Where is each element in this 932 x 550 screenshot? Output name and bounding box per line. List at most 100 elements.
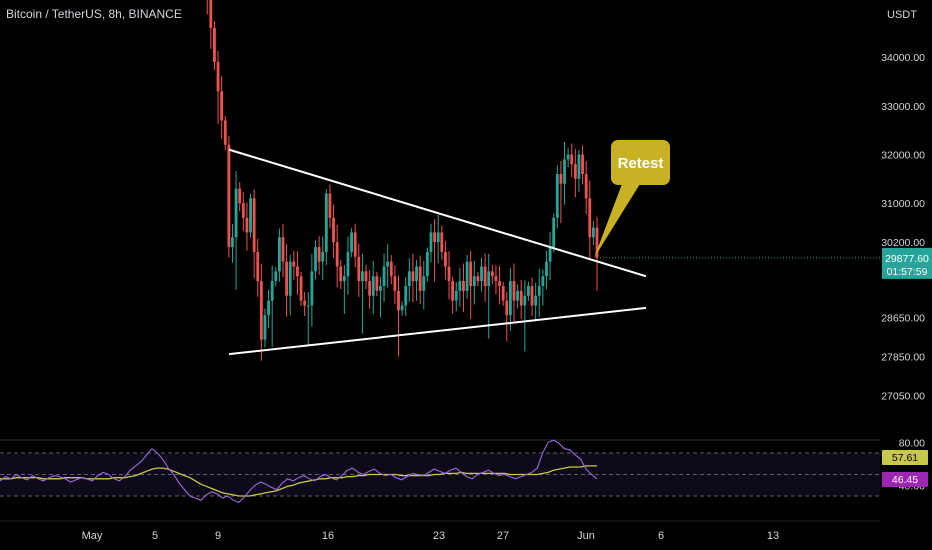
candle-body bbox=[241, 203, 245, 218]
candle-body bbox=[317, 247, 321, 262]
candle-body bbox=[476, 276, 480, 282]
price-tick-label: 33000.00 bbox=[881, 101, 925, 113]
candle-body bbox=[516, 290, 519, 301]
candle-body bbox=[256, 251, 260, 282]
rsi-value-label: 46.45 bbox=[892, 474, 918, 486]
rsi-ma-line bbox=[0, 465, 597, 497]
candle-body bbox=[216, 61, 220, 92]
time-tick-label: May bbox=[82, 530, 103, 542]
candle-body bbox=[548, 247, 552, 262]
price-tick-label: 27050.00 bbox=[881, 391, 925, 403]
candle-body bbox=[259, 281, 263, 340]
trendline-lower[interactable] bbox=[228, 306, 647, 356]
price-tick-label: 28650.00 bbox=[881, 313, 925, 325]
price-tick-label: 27850.00 bbox=[881, 352, 925, 364]
candle-body bbox=[375, 276, 379, 291]
rsi-line bbox=[0, 439, 598, 504]
last-price-badge bbox=[882, 247, 932, 279]
last-price-value: 29877.60 bbox=[885, 253, 929, 265]
candle-body bbox=[527, 285, 530, 296]
candle-body bbox=[433, 232, 436, 243]
candle-body bbox=[382, 266, 386, 286]
time-tick-label: 9 bbox=[215, 530, 221, 542]
candle-body bbox=[422, 276, 426, 291]
candle-body bbox=[501, 285, 505, 301]
candle-body bbox=[220, 91, 224, 121]
candle-body bbox=[418, 266, 422, 291]
candle-body bbox=[545, 261, 548, 277]
time-tick-label: 27 bbox=[497, 530, 509, 542]
candle-body bbox=[523, 295, 527, 306]
candle-body bbox=[458, 281, 462, 291]
retest-callout[interactable]: Retest bbox=[594, 140, 670, 258]
candle-body bbox=[281, 237, 285, 262]
price-tick-label: 32000.00 bbox=[881, 150, 925, 162]
time-axis[interactable]: May 5 9 16 23 27 Jun 6 13 bbox=[82, 530, 780, 542]
candle-body bbox=[364, 271, 368, 282]
candle-body bbox=[342, 276, 346, 282]
candle-body bbox=[321, 251, 325, 262]
price-tick-label: 34000.00 bbox=[881, 52, 925, 64]
candle-body bbox=[555, 173, 559, 218]
time-tick-label: Jun bbox=[577, 530, 595, 542]
candle-body bbox=[584, 173, 588, 199]
candle-body bbox=[285, 261, 289, 296]
candle-body bbox=[231, 237, 234, 248]
candle-body bbox=[577, 154, 581, 179]
candle-body bbox=[328, 193, 332, 218]
candle-body bbox=[559, 173, 563, 184]
candle-body bbox=[386, 261, 390, 267]
candle-body bbox=[462, 281, 465, 291]
candle-body bbox=[234, 188, 238, 238]
trendlines[interactable] bbox=[228, 148, 647, 356]
candle-body bbox=[223, 120, 227, 145]
candle-body bbox=[209, 0, 213, 28]
candle-body bbox=[350, 232, 353, 252]
callout-box[interactable] bbox=[611, 140, 670, 185]
chart-title: Bitcoin / TetherUS, 8h, BINANCE bbox=[6, 7, 182, 21]
candle-body bbox=[306, 305, 310, 307]
candle-body bbox=[494, 276, 498, 282]
candle-body bbox=[469, 261, 473, 286]
candle-body bbox=[314, 247, 317, 272]
candle-body bbox=[490, 271, 494, 277]
candle-body bbox=[411, 271, 415, 282]
price-tick-label: 30200.00 bbox=[881, 237, 925, 249]
candle-body bbox=[505, 300, 509, 316]
price-tick-label: 31000.00 bbox=[881, 198, 925, 210]
candle-body bbox=[292, 261, 296, 267]
candle-body bbox=[444, 251, 447, 267]
candle-body bbox=[278, 237, 281, 272]
candle-body bbox=[263, 315, 267, 340]
candlestick-series bbox=[206, 0, 599, 361]
candle-body bbox=[581, 154, 584, 174]
candle-body bbox=[429, 232, 433, 252]
candle-body bbox=[508, 281, 512, 316]
candle-body bbox=[245, 217, 249, 233]
candle-countdown: 01:57:59 bbox=[887, 266, 928, 278]
candle-body bbox=[371, 276, 375, 296]
candle-body bbox=[361, 271, 364, 282]
candle-body bbox=[353, 232, 357, 257]
candle-body bbox=[249, 198, 252, 233]
candle-body bbox=[487, 271, 491, 286]
candle-body bbox=[530, 285, 534, 306]
candle-body bbox=[379, 285, 382, 291]
time-tick-label: 5 bbox=[152, 530, 158, 542]
candle-body bbox=[346, 251, 350, 277]
candle-body bbox=[415, 266, 418, 282]
candle-body bbox=[389, 261, 393, 277]
time-tick-label: 13 bbox=[767, 530, 779, 542]
rsi-value-badge bbox=[882, 472, 928, 487]
candle-body bbox=[397, 290, 400, 311]
callout-label: Retest bbox=[618, 155, 664, 172]
candle-body bbox=[541, 276, 545, 286]
callout-pointer bbox=[594, 184, 640, 258]
candle-body bbox=[213, 27, 216, 62]
candle-body bbox=[566, 154, 570, 160]
rsi-value-label: 57.61 bbox=[892, 452, 918, 464]
candle-body bbox=[483, 266, 487, 286]
candle-body bbox=[570, 154, 574, 165]
trendline-upper[interactable] bbox=[228, 148, 647, 278]
